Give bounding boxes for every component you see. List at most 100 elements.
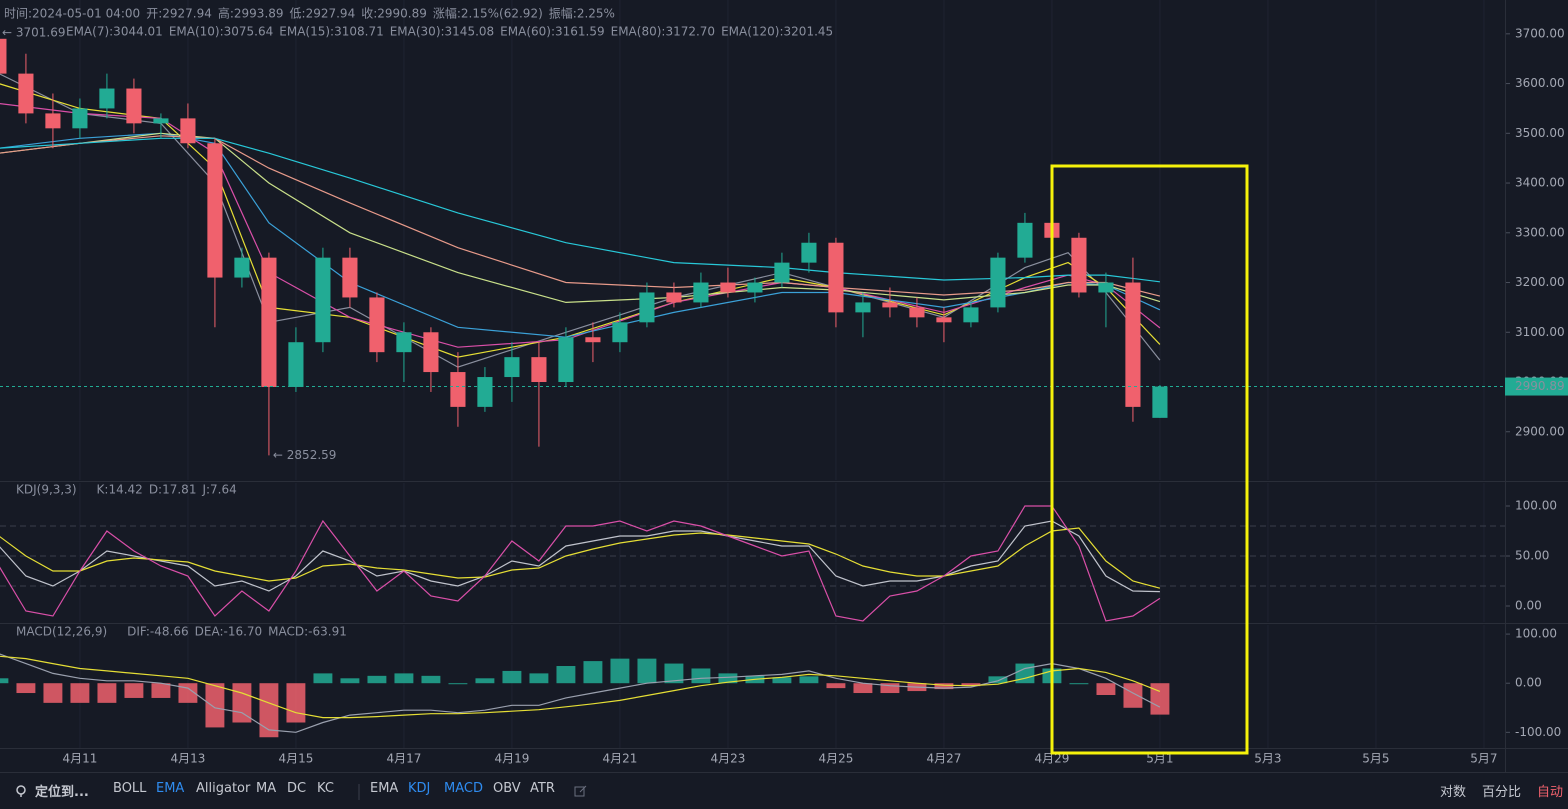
toolbar-button[interactable]: EMA bbox=[370, 781, 399, 796]
histogram-bar bbox=[529, 673, 549, 684]
histogram-bar bbox=[394, 673, 414, 684]
candle-body bbox=[207, 143, 223, 278]
toolbar-button[interactable]: KDJ bbox=[408, 781, 431, 796]
chart: 2900.003000.003100.003200.003300.003400.… bbox=[0, 0, 1568, 772]
pane-title: MACD(12,26,9) bbox=[16, 625, 107, 639]
x-tick-label: 4月27 bbox=[926, 752, 961, 766]
y-tick-label: 3700.00 bbox=[1515, 26, 1565, 40]
histogram-bar bbox=[1123, 683, 1143, 708]
edit-icon[interactable] bbox=[574, 784, 588, 798]
candle-body bbox=[153, 118, 169, 124]
candle-body bbox=[72, 108, 88, 129]
histogram-bar bbox=[718, 673, 738, 684]
histogram-bar bbox=[988, 676, 1008, 684]
histogram-bar bbox=[232, 683, 252, 723]
last-price-box bbox=[1505, 377, 1568, 396]
histogram-bar bbox=[934, 683, 954, 690]
toolbar-button[interactable]: 百分比 bbox=[1482, 785, 1522, 800]
x-tick-label: 5月5 bbox=[1362, 752, 1389, 766]
histogram-bar bbox=[880, 683, 900, 694]
toolbar-divider bbox=[358, 784, 360, 800]
histogram-bar bbox=[826, 683, 846, 689]
toolbar-button[interactable]: BOLL bbox=[113, 781, 147, 796]
plot: 2900.003000.003100.003200.003300.003400.… bbox=[0, 6, 1568, 766]
info-value: 2.25% bbox=[577, 7, 615, 21]
legend-entry: EMA(10):3075.64 bbox=[169, 25, 273, 39]
candle-body bbox=[477, 377, 493, 407]
candle-body bbox=[1071, 237, 1087, 293]
x-tick-label: 4月13 bbox=[170, 752, 205, 766]
candle-body bbox=[639, 292, 655, 323]
x-tick-label: 4月11 bbox=[62, 752, 97, 766]
histogram-bar bbox=[367, 675, 387, 684]
histogram-bar bbox=[421, 675, 441, 684]
candle-body bbox=[855, 302, 871, 313]
toolbar-button[interactable]: Alligator bbox=[196, 781, 251, 796]
legend-entry: EMA(60):3161.59 bbox=[500, 25, 604, 39]
info-label: 振幅: bbox=[549, 6, 577, 21]
legend-entry: EMA(7):3044.01 bbox=[66, 25, 163, 39]
info-value: 2927.94 bbox=[162, 7, 212, 21]
y-tick-label: 0.00 bbox=[1515, 676, 1542, 690]
candle-body bbox=[666, 292, 682, 303]
toolbar-button[interactable]: MACD bbox=[444, 781, 483, 796]
histogram-bar bbox=[853, 683, 873, 694]
histogram-bar bbox=[691, 668, 711, 684]
y-tick-label: 3500.00 bbox=[1515, 126, 1565, 140]
info-value: 2927.94 bbox=[306, 7, 356, 21]
legend-entry: K:14.42 bbox=[97, 483, 143, 497]
histogram-bar bbox=[664, 663, 684, 684]
candle-body bbox=[1098, 282, 1114, 293]
toolbar-button[interactable]: KC bbox=[317, 781, 334, 796]
candle-body bbox=[612, 322, 628, 343]
toolbar: 定位到... BOLL EMA Alligator MA DC KC EMA KDJ MACD OB… bbox=[0, 772, 1568, 809]
locate-icon bbox=[16, 785, 26, 797]
candle-body bbox=[288, 342, 304, 387]
toolbar-button[interactable]: DC bbox=[287, 781, 307, 796]
x-tick-label: 5月7 bbox=[1470, 752, 1497, 766]
candle-body bbox=[747, 282, 763, 293]
x-tick-label: 4月23 bbox=[710, 752, 745, 766]
x-tick-label: 4月15 bbox=[278, 752, 313, 766]
histogram-bar bbox=[259, 683, 279, 738]
histogram-bar bbox=[151, 683, 171, 698]
toolbar-button[interactable]: MA bbox=[256, 781, 277, 796]
histogram-bar bbox=[340, 678, 360, 684]
legend-entry: EMA(120):3201.45 bbox=[721, 25, 833, 39]
histogram-bar bbox=[205, 683, 225, 728]
toolbar-button[interactable]: 对数 bbox=[1440, 785, 1467, 800]
highlight-box bbox=[1050, 164, 1249, 755]
legend-entry: EMA(15):3108.71 bbox=[279, 25, 383, 39]
legend-entry: J:7.64 bbox=[201, 483, 236, 497]
indicator-line bbox=[0, 655, 1161, 719]
candle-body bbox=[558, 337, 574, 383]
histogram-bar bbox=[502, 670, 522, 684]
candle-body bbox=[342, 257, 358, 298]
y-tick-label: 3300.00 bbox=[1515, 225, 1565, 239]
toolbar-button[interactable]: EMA bbox=[156, 781, 185, 796]
x-tick-label: 4月25 bbox=[818, 752, 853, 766]
toolbar-button[interactable]: 自动 bbox=[1537, 785, 1564, 800]
price-annotation: ← 3701.69 bbox=[2, 25, 66, 39]
candle-body bbox=[45, 113, 61, 129]
legend-entry: EMA(30):3145.08 bbox=[390, 25, 494, 39]
x-tick-label: 4月19 bbox=[494, 752, 529, 766]
candle-body bbox=[1017, 222, 1033, 258]
candle-body bbox=[369, 297, 385, 353]
x-tick-label: 4月21 bbox=[602, 752, 637, 766]
info-value: 2993.89 bbox=[234, 7, 284, 21]
info-value: 2990.89 bbox=[377, 7, 427, 21]
toolbar-button[interactable]: OBV bbox=[493, 781, 521, 796]
histogram-bar bbox=[610, 658, 630, 684]
legend-entry: MACD:-63.91 bbox=[268, 625, 347, 639]
histogram-bar bbox=[0, 678, 9, 684]
y-tick-label: 3400.00 bbox=[1515, 176, 1565, 190]
candle-body bbox=[774, 262, 790, 283]
candle-body bbox=[585, 337, 601, 343]
candle-body bbox=[1152, 386, 1168, 418]
histogram-bar bbox=[1069, 683, 1089, 685]
toolbar-button[interactable]: 定位到... bbox=[35, 785, 89, 800]
info-label: 收: bbox=[361, 7, 377, 21]
toolbar-button[interactable]: ATR bbox=[530, 781, 555, 796]
